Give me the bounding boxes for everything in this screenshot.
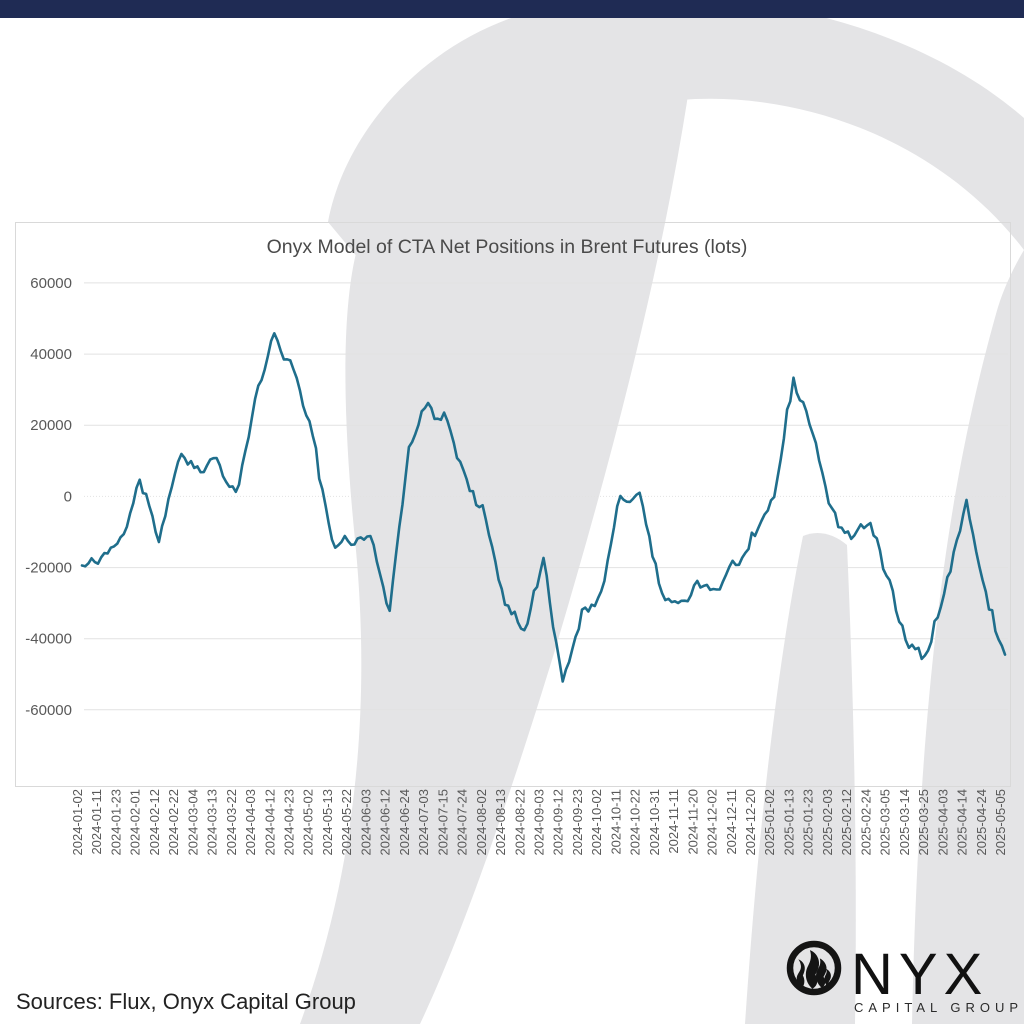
svg-text:NYX: NYX <box>851 942 988 1007</box>
svg-text:Sources: Flux, Onyx Capital Gr: Sources: Flux, Onyx Capital Group <box>16 989 356 1014</box>
svg-text:CAPITAL GROUP: CAPITAL GROUP <box>854 1000 1023 1015</box>
